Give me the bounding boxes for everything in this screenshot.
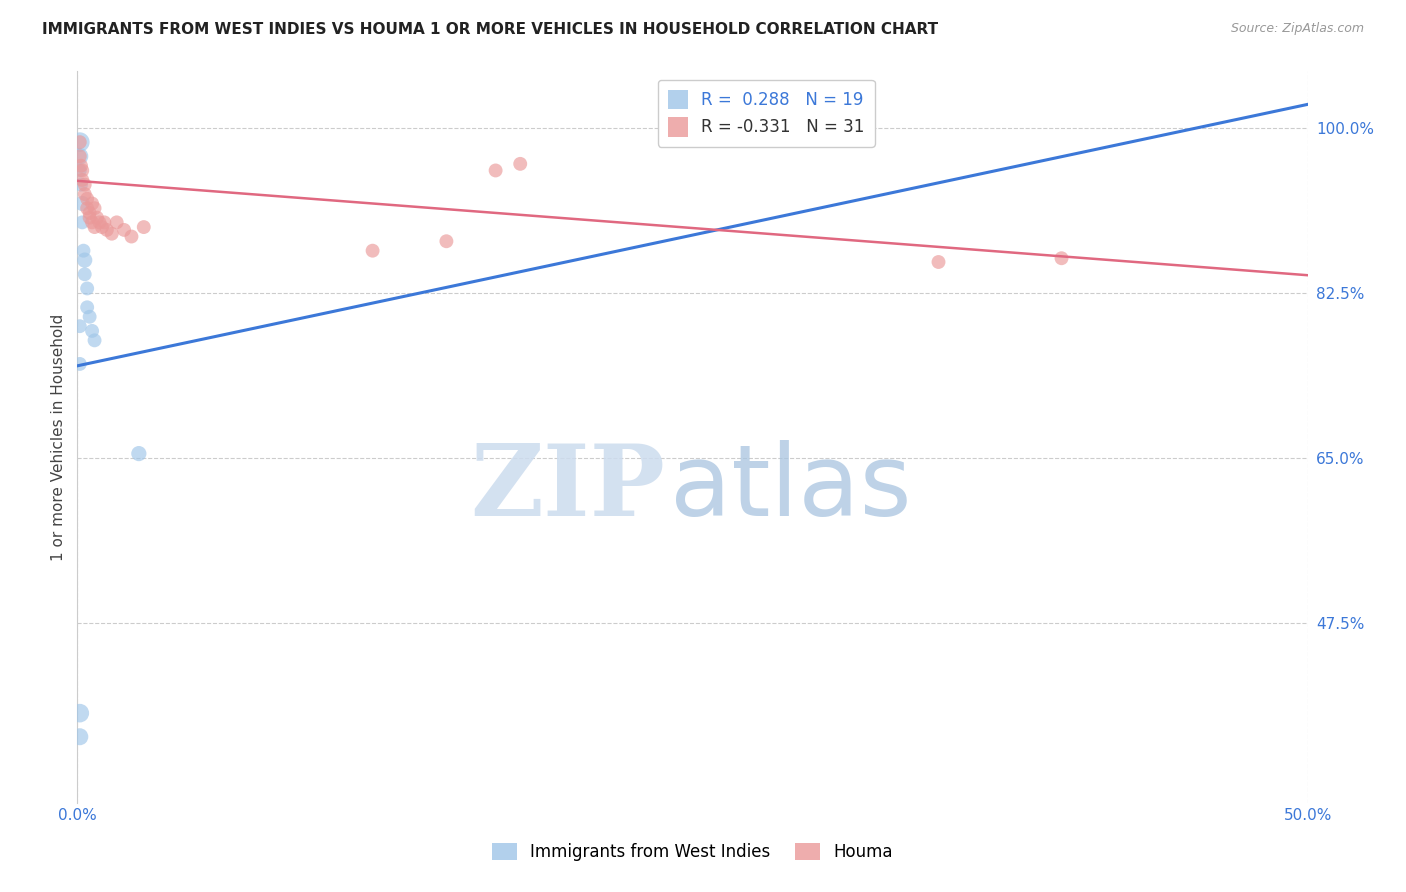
Y-axis label: 1 or more Vehicles in Household: 1 or more Vehicles in Household bbox=[51, 313, 66, 561]
Point bbox=[69, 730, 91, 744]
Point bbox=[86, 211, 108, 225]
Point bbox=[73, 187, 96, 202]
Point bbox=[70, 215, 93, 229]
Point bbox=[485, 163, 508, 178]
Text: ZIP: ZIP bbox=[471, 440, 665, 537]
Text: IMMIGRANTS FROM WEST INDIES VS HOUMA 1 OR MORE VEHICLES IN HOUSEHOLD CORRELATION: IMMIGRANTS FROM WEST INDIES VS HOUMA 1 O… bbox=[42, 22, 938, 37]
Point bbox=[69, 319, 91, 334]
Point bbox=[79, 211, 101, 225]
Point bbox=[70, 178, 93, 192]
Point bbox=[69, 706, 91, 720]
Text: atlas: atlas bbox=[671, 440, 912, 537]
Point bbox=[70, 173, 93, 187]
Point bbox=[69, 149, 91, 163]
Point bbox=[96, 223, 118, 237]
Point bbox=[928, 255, 950, 269]
Point bbox=[72, 244, 94, 258]
Point bbox=[70, 159, 93, 173]
Point bbox=[79, 310, 101, 324]
Point bbox=[76, 201, 98, 215]
Point bbox=[76, 301, 98, 315]
Point bbox=[69, 135, 91, 149]
Point bbox=[89, 215, 111, 229]
Point bbox=[73, 267, 96, 281]
Point bbox=[69, 149, 91, 163]
Point bbox=[90, 220, 114, 235]
Point bbox=[83, 201, 105, 215]
Point bbox=[69, 357, 91, 371]
Point bbox=[82, 196, 104, 211]
Point bbox=[83, 220, 105, 235]
Point bbox=[73, 178, 96, 192]
Point bbox=[509, 157, 531, 171]
Point bbox=[76, 192, 98, 206]
Point bbox=[82, 215, 104, 229]
Point bbox=[361, 244, 384, 258]
Point bbox=[83, 334, 105, 348]
Point bbox=[76, 281, 98, 295]
Point bbox=[101, 227, 124, 241]
Point bbox=[121, 229, 143, 244]
Point bbox=[93, 215, 115, 229]
Point bbox=[69, 163, 91, 178]
Point bbox=[79, 206, 101, 220]
Point bbox=[436, 234, 458, 248]
Point bbox=[1050, 251, 1073, 265]
Text: Source: ZipAtlas.com: Source: ZipAtlas.com bbox=[1230, 22, 1364, 36]
Point bbox=[69, 135, 91, 149]
Point bbox=[70, 163, 93, 178]
Point bbox=[105, 215, 128, 229]
Point bbox=[70, 196, 93, 211]
Point bbox=[82, 324, 104, 338]
Point bbox=[128, 447, 150, 461]
Legend: Immigrants from West Indies, Houma: Immigrants from West Indies, Houma bbox=[485, 836, 900, 868]
Point bbox=[132, 220, 155, 235]
Point bbox=[73, 253, 96, 268]
Point bbox=[112, 223, 135, 237]
